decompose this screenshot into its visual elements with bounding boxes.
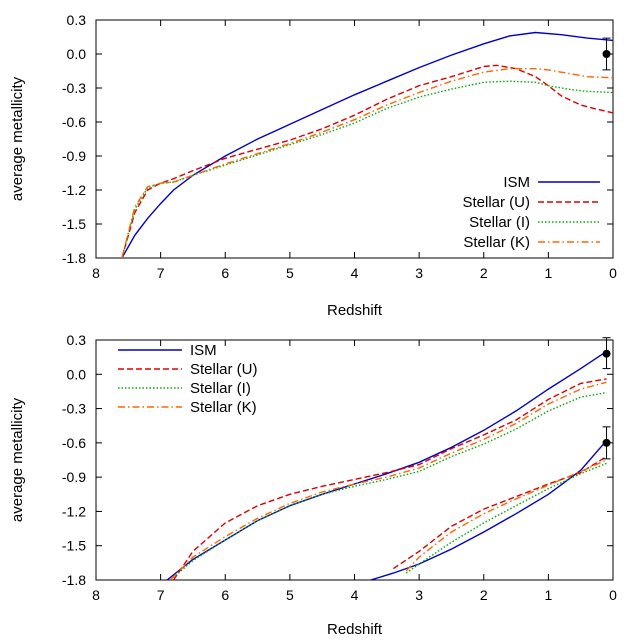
series-line-stellar-k [121, 68, 613, 258]
y-tick-label: -1.8 [62, 572, 86, 588]
x-tick-label: 6 [221, 587, 229, 603]
legend-label: ISM [190, 342, 217, 359]
y-tick-label: -1.2 [62, 182, 86, 198]
legend-label: Stellar (K) [463, 234, 530, 251]
legend-label: ISM [503, 174, 530, 191]
observed-point [602, 349, 611, 358]
y-tick-label: 0.0 [67, 366, 87, 382]
plot-frame [95, 19, 614, 259]
y-tick-label: -0.6 [62, 435, 86, 451]
y-tick-label: -1.5 [62, 216, 86, 232]
series-line-stellar-u-seg1 [173, 378, 607, 580]
series-line-stellar-k-seg1 [169, 381, 607, 580]
chart-panel-2: 8 7 6 5 4 3 2 1 0 0.3 0.0 -0.3 -0.6 -0.9 -1.2 -1.5 -1.8 R… [9, 332, 617, 638]
series-line-stellar-k-seg2 [405, 459, 607, 572]
series-line-stellar-i-seg1 [169, 391, 607, 580]
y-axis-label: average metallicity [9, 76, 26, 201]
series-line-stellar-u [121, 64, 613, 258]
x-tick-label: 2 [480, 587, 488, 603]
x-tick-label: 5 [286, 265, 294, 281]
y-tick-label: -1.8 [62, 250, 86, 266]
y-tick-label: -0.3 [62, 80, 86, 96]
series-line-ism-seg2 [370, 440, 608, 580]
y-tick-label: 0.3 [67, 332, 87, 348]
legend-label: Stellar (U) [462, 194, 530, 211]
y-tick-label: -1.5 [62, 538, 86, 554]
y-tick-label: -0.6 [62, 114, 86, 130]
legend-label: Stellar (U) [190, 361, 258, 378]
legend-label: Stellar (K) [190, 399, 257, 416]
x-tick-label: 7 [157, 587, 165, 603]
y-tick-label: 0.3 [67, 12, 87, 28]
x-tick-label: 8 [92, 265, 100, 281]
observed-point [602, 50, 611, 58]
x-tick-label: 1 [544, 265, 552, 281]
x-tick-label: 5 [286, 587, 294, 603]
series-line-stellar-u-seg2 [392, 456, 607, 570]
x-tick-label: 7 [157, 265, 165, 281]
plot-frame [95, 339, 614, 581]
x-tick-label: 2 [480, 265, 488, 281]
x-tick-label: 4 [351, 587, 359, 603]
y-tick-label: -0.9 [62, 469, 86, 485]
x-tick-label: 8 [92, 587, 100, 603]
series-line-stellar-i-seg2 [405, 462, 607, 574]
x-tick-label: 4 [351, 265, 359, 281]
legend-label: Stellar (I) [190, 380, 251, 397]
y-tick-label: -1.2 [62, 503, 86, 519]
legend-label: Stellar (I) [469, 214, 530, 231]
chart-panel-1: 8 7 6 5 4 3 2 1 0 0.3 0.0 -0.3 -0.6 -0.9 -1.2 -1.5 -1.8 R… [9, 12, 617, 319]
x-axis-label: Redshift [327, 302, 383, 319]
x-tick-label: 6 [221, 265, 229, 281]
series-line-stellar-i [121, 80, 613, 258]
y-tick-label: 0.0 [67, 46, 87, 62]
x-axis-label: Redshift [327, 621, 383, 638]
series-line-ism [121, 31, 613, 258]
x-tick-label: 3 [415, 587, 423, 603]
y-tick-label: -0.9 [62, 148, 86, 164]
x-tick-label: 0 [609, 265, 617, 281]
y-tick-label: -0.3 [62, 401, 86, 417]
x-tick-label: 1 [544, 587, 552, 603]
x-tick-label: 0 [609, 587, 617, 603]
x-tick-label: 3 [415, 265, 423, 281]
y-axis-label: average metallicity [9, 397, 26, 522]
observed-point [602, 438, 611, 447]
